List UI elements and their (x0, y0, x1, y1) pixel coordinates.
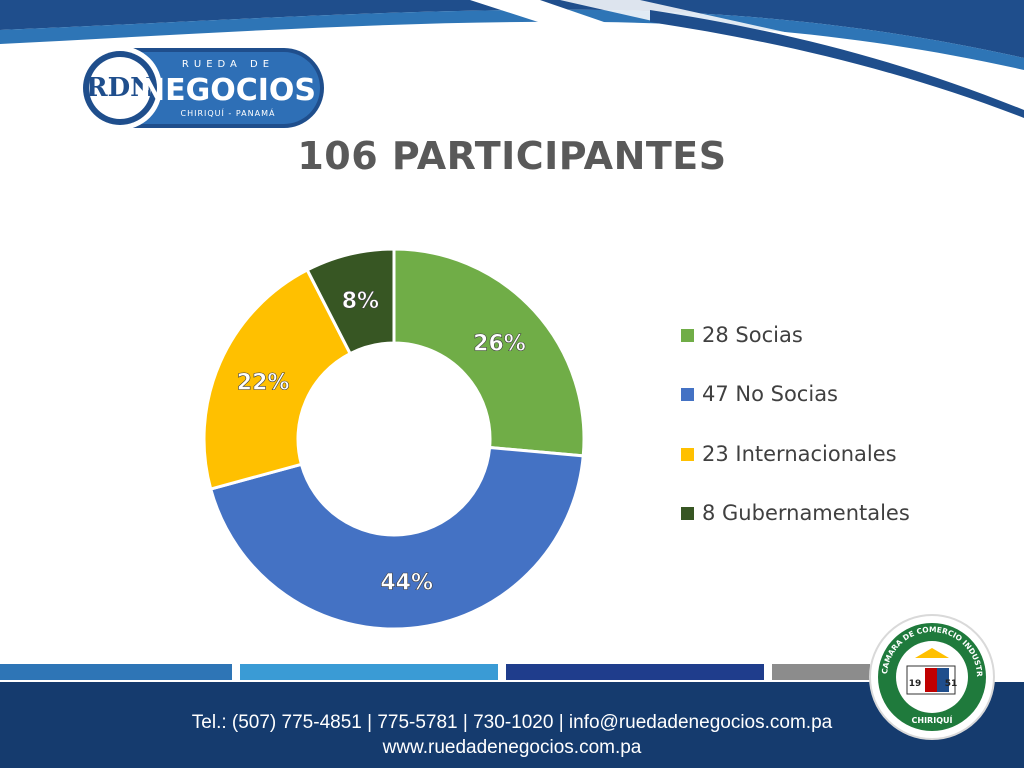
legend-swatch (681, 388, 694, 401)
chamber-seal: CAMARA DE COMERCIO INDUSTRIAS Y AGRICULT… (867, 612, 995, 740)
footer-stripes (0, 664, 1024, 690)
donut-data-label-3: 8% (342, 289, 379, 314)
donut-slice-0 (392, 247, 586, 458)
donut-slice-1 (208, 445, 585, 631)
logo-brand-main: NEGOCIOS (140, 73, 316, 108)
footer-band: Tel.: (507) 775-4851 | 775-5781 | 730-10… (0, 690, 1024, 768)
rdn-logo: RDN RUEDA DE NEGOCIOS CHIRIQUÍ - PANAMÁ (78, 46, 324, 130)
legend-swatch (681, 448, 694, 461)
footer-contact: Tel.: (507) 775-4851 | 775-5781 | 730-10… (191, 712, 833, 733)
donut-data-label-2: 22% (237, 370, 290, 395)
legend-label: 8 Gubernamentales (702, 501, 910, 525)
seal-place: CHIRIQUÍ (912, 714, 953, 725)
logo-monogram: RDN (86, 73, 154, 103)
donut-data-label-1: 44% (380, 570, 433, 595)
donut-data-label-0: 26% (473, 331, 526, 356)
legend-swatch (681, 507, 694, 520)
footer-website[interactable]: www.ruedadenegocios.com.pa (382, 737, 642, 758)
donut-slice-2 (202, 267, 353, 491)
legend-swatch (681, 329, 694, 342)
page-title: 106 PARTICIPANTES (297, 134, 727, 178)
legend-label: 47 No Socias (702, 382, 838, 406)
legend-label: 28 Socias (702, 323, 803, 347)
logo-brand-top: RUEDA DE (182, 59, 274, 70)
seal-year-left: 19 (909, 679, 922, 689)
header-swoosh (0, 0, 1024, 118)
seal-year-right: 51 (945, 679, 958, 689)
logo-brand-sub: CHIRIQUÍ - PANAMÁ (181, 107, 276, 118)
donut-slice-3 (305, 247, 396, 356)
legend-label: 23 Internacionales (702, 442, 897, 466)
